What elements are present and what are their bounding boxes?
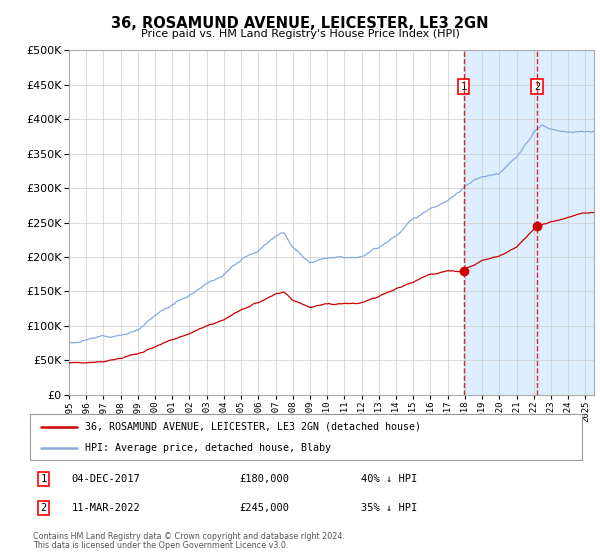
Bar bbox=[464, 50, 594, 395]
Text: 1: 1 bbox=[41, 474, 47, 484]
Text: 40% ↓ HPI: 40% ↓ HPI bbox=[361, 474, 418, 484]
Text: Price paid vs. HM Land Registry's House Price Index (HPI): Price paid vs. HM Land Registry's House … bbox=[140, 29, 460, 39]
Text: £180,000: £180,000 bbox=[240, 474, 290, 484]
Text: HPI: Average price, detached house, Blaby: HPI: Average price, detached house, Blab… bbox=[85, 443, 331, 453]
Text: 1: 1 bbox=[460, 82, 467, 92]
Text: £245,000: £245,000 bbox=[240, 503, 290, 513]
Text: 2: 2 bbox=[41, 503, 47, 513]
Text: 04-DEC-2017: 04-DEC-2017 bbox=[71, 474, 140, 484]
Text: This data is licensed under the Open Government Licence v3.0.: This data is licensed under the Open Gov… bbox=[33, 541, 289, 550]
FancyBboxPatch shape bbox=[30, 414, 582, 460]
Text: 35% ↓ HPI: 35% ↓ HPI bbox=[361, 503, 418, 513]
Text: 36, ROSAMUND AVENUE, LEICESTER, LE3 2GN: 36, ROSAMUND AVENUE, LEICESTER, LE3 2GN bbox=[111, 16, 489, 31]
Text: Contains HM Land Registry data © Crown copyright and database right 2024.: Contains HM Land Registry data © Crown c… bbox=[33, 532, 345, 541]
Text: 36, ROSAMUND AVENUE, LEICESTER, LE3 2GN (detached house): 36, ROSAMUND AVENUE, LEICESTER, LE3 2GN … bbox=[85, 422, 421, 432]
Text: 11-MAR-2022: 11-MAR-2022 bbox=[71, 503, 140, 513]
Text: 2: 2 bbox=[534, 82, 540, 92]
